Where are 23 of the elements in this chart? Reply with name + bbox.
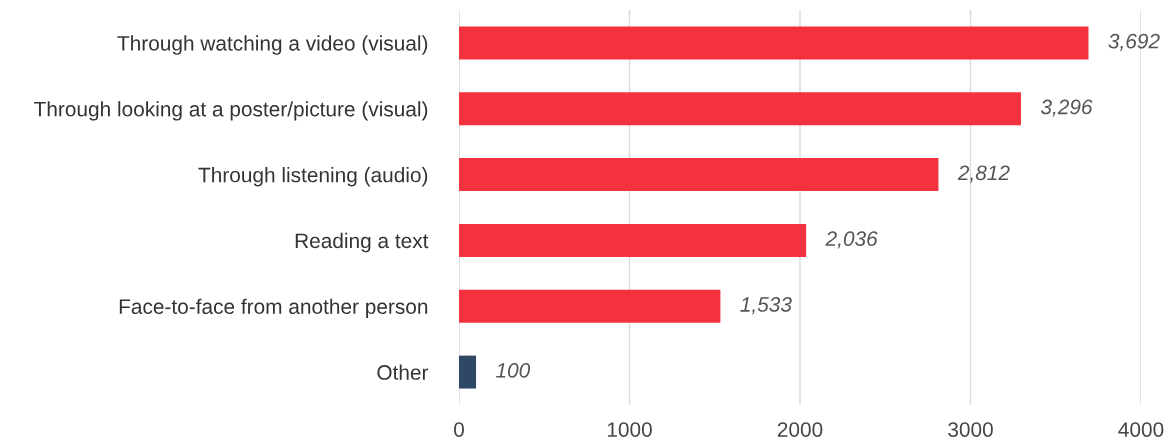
bar bbox=[459, 158, 939, 192]
x-tick-label: 2000 bbox=[777, 422, 823, 437]
data-label: 3,692 bbox=[1108, 33, 1160, 51]
data-label: 2,812 bbox=[957, 165, 1010, 183]
y-tick-label: Through listening (audio) bbox=[198, 167, 428, 187]
y-tick-label: Reading a text bbox=[295, 232, 429, 253]
bar bbox=[459, 92, 1021, 126]
bar bbox=[459, 26, 1089, 60]
y-tick-label: Through watching a video (visual) bbox=[117, 35, 428, 55]
x-tick-label: 0 bbox=[454, 422, 464, 437]
x-tick-label: 1000 bbox=[607, 422, 652, 437]
x-tick-label: 4000 bbox=[1118, 422, 1164, 437]
bar bbox=[459, 289, 721, 323]
data-label: 2,036 bbox=[825, 231, 878, 249]
y-tick-label: Through looking at a poster/picture (visual) bbox=[34, 101, 428, 121]
y-tick-label: Face-to-face from another person bbox=[119, 298, 428, 319]
data-label: 1,533 bbox=[740, 297, 792, 315]
bar bbox=[459, 355, 477, 389]
bar bbox=[459, 223, 807, 257]
x-tick-label: 3000 bbox=[948, 422, 993, 437]
data-label: 3,296 bbox=[1040, 99, 1093, 117]
data-label: 100 bbox=[496, 362, 531, 378]
y-tick-label: Other bbox=[377, 364, 429, 380]
